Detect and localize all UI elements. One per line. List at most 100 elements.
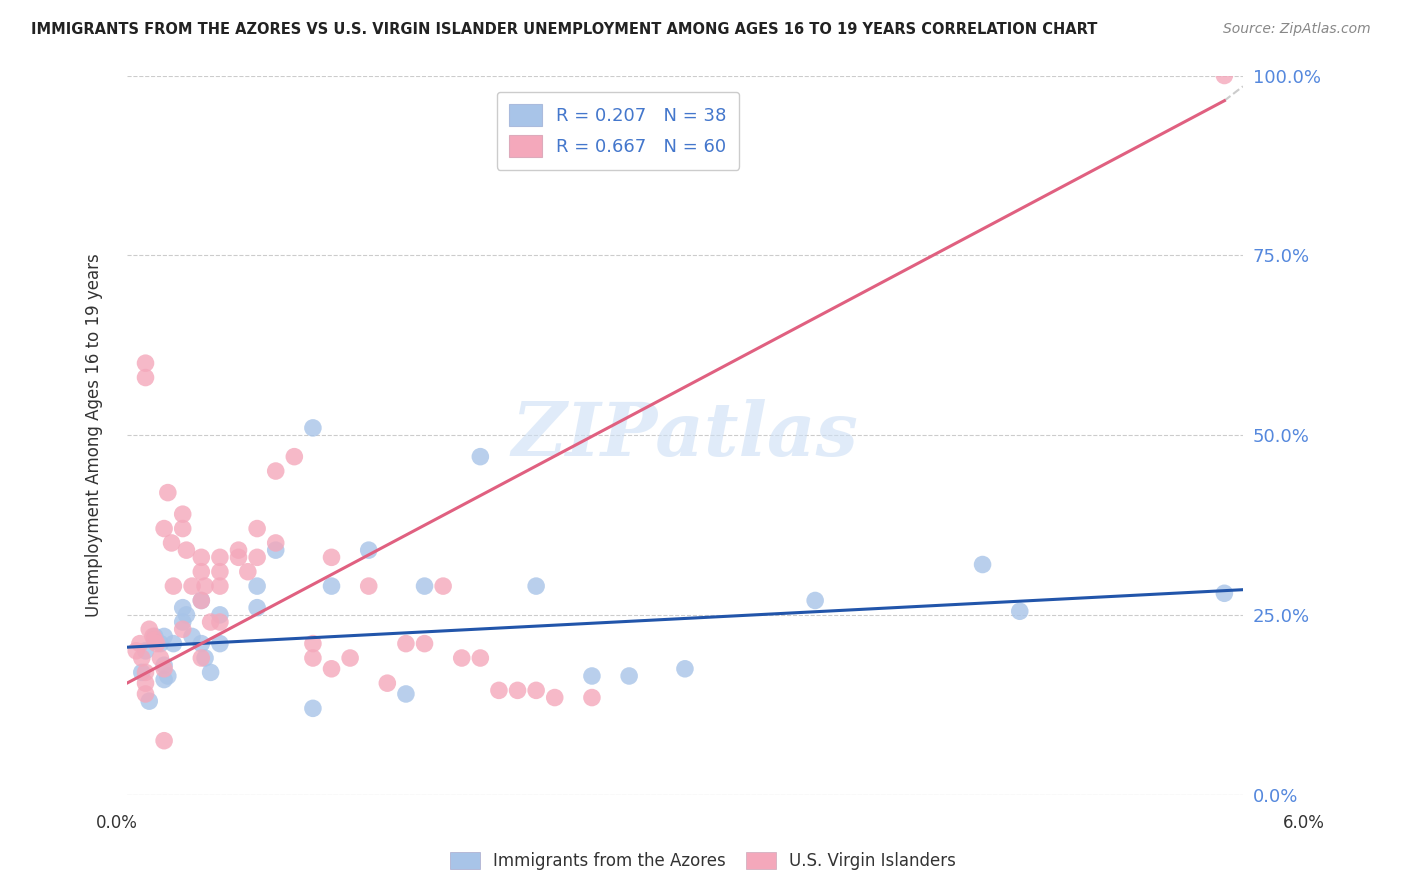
Text: 6.0%: 6.0% [1282, 814, 1324, 831]
Point [138, 694, 160, 708]
Point [972, 558, 994, 572]
Point [172, 522, 194, 536]
Point [1008, 604, 1031, 618]
Point [131, 665, 153, 680]
Point [149, 637, 172, 651]
Point [200, 615, 222, 629]
Point [208, 637, 231, 651]
Point [134, 356, 156, 370]
Point [172, 622, 194, 636]
Point [228, 543, 250, 558]
Point [357, 543, 380, 558]
Y-axis label: Unemployment Among Ages 16 to 19 years: Unemployment Among Ages 16 to 19 years [86, 253, 103, 617]
Point [190, 565, 212, 579]
Point [131, 651, 153, 665]
Point [181, 629, 204, 643]
Point [321, 550, 343, 565]
Point [138, 622, 160, 636]
Point [190, 593, 212, 607]
Point [264, 464, 287, 478]
Point [321, 662, 343, 676]
Point [264, 543, 287, 558]
Point [302, 637, 325, 651]
Point [524, 579, 547, 593]
Point [413, 637, 436, 651]
Point [375, 676, 398, 690]
Point [208, 579, 231, 593]
Point [413, 579, 436, 593]
Point [246, 522, 269, 536]
Point [194, 579, 217, 593]
Point [395, 637, 418, 651]
Legend: R = 0.207   N = 38, R = 0.667   N = 60: R = 0.207 N = 38, R = 0.667 N = 60 [496, 92, 740, 170]
Point [470, 450, 492, 464]
Point [153, 522, 176, 536]
Point [190, 637, 212, 651]
Point [208, 565, 231, 579]
Point [581, 690, 603, 705]
Point [172, 615, 194, 629]
Point [673, 662, 696, 676]
Point [162, 637, 184, 651]
Text: IMMIGRANTS FROM THE AZORES VS U.S. VIRGIN ISLANDER UNEMPLOYMENT AMONG AGES 16 TO: IMMIGRANTS FROM THE AZORES VS U.S. VIRGI… [31, 22, 1097, 37]
Point [134, 370, 156, 384]
Point [162, 579, 184, 593]
Point [153, 658, 176, 673]
Point [581, 669, 603, 683]
Point [190, 651, 212, 665]
Point [134, 644, 156, 658]
Point [172, 600, 194, 615]
Point [488, 683, 510, 698]
Point [145, 637, 167, 651]
Point [200, 665, 222, 680]
Point [1213, 69, 1236, 83]
Point [302, 421, 325, 435]
Legend: Immigrants from the Azores, U.S. Virgin Islanders: Immigrants from the Azores, U.S. Virgin … [443, 845, 963, 877]
Point [470, 651, 492, 665]
Text: ZIPatlas: ZIPatlas [512, 399, 859, 471]
Point [149, 651, 172, 665]
Point [190, 550, 212, 565]
Point [172, 507, 194, 521]
Point [617, 669, 640, 683]
Point [357, 579, 380, 593]
Point [321, 579, 343, 593]
Point [153, 662, 176, 676]
Point [804, 593, 827, 607]
Point [176, 543, 198, 558]
Point [264, 536, 287, 550]
Point [134, 687, 156, 701]
Point [134, 676, 156, 690]
Point [153, 629, 176, 643]
Point [190, 593, 212, 607]
Point [236, 565, 259, 579]
Point [246, 550, 269, 565]
Point [544, 690, 567, 705]
Point [208, 550, 231, 565]
Point [142, 629, 165, 643]
Point [194, 651, 217, 665]
Point [228, 550, 250, 565]
Point [283, 450, 305, 464]
Point [156, 669, 179, 683]
Point [339, 651, 361, 665]
Point [302, 651, 325, 665]
Point [302, 701, 325, 715]
Point [153, 733, 176, 747]
Point [208, 615, 231, 629]
Point [153, 673, 176, 687]
Text: 0.0%: 0.0% [96, 814, 138, 831]
Point [524, 683, 547, 698]
Point [176, 607, 198, 622]
Point [134, 665, 156, 680]
Point [246, 600, 269, 615]
Point [1213, 586, 1236, 600]
Point [143, 629, 166, 643]
Point [143, 633, 166, 648]
Point [129, 637, 152, 651]
Point [156, 485, 179, 500]
Point [208, 607, 231, 622]
Point [395, 687, 418, 701]
Point [125, 644, 148, 658]
Point [160, 536, 183, 550]
